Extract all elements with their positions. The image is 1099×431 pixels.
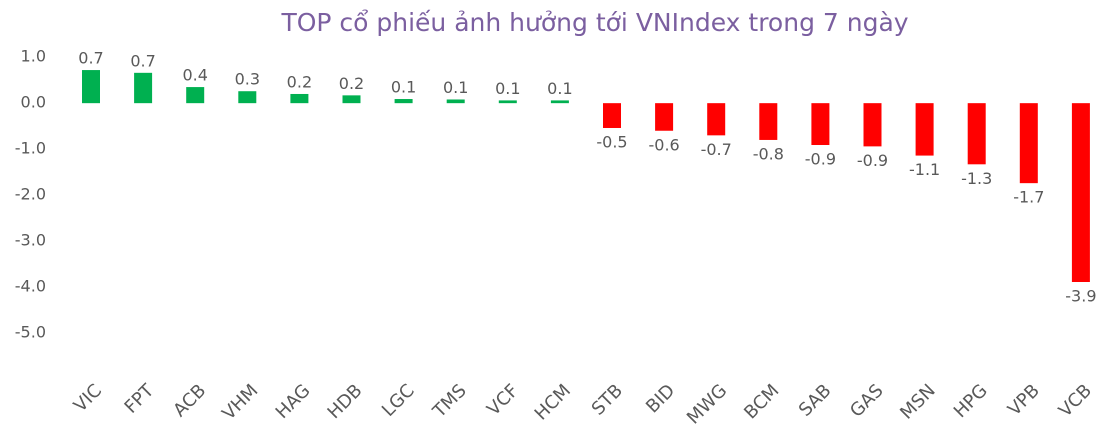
bar (446, 99, 465, 104)
value-label: 0.1 (547, 79, 572, 98)
value-label: -1.7 (1013, 188, 1044, 207)
bar (707, 103, 726, 136)
bar (186, 87, 205, 104)
x-tick-label: HDB (324, 380, 367, 423)
value-label: 0.1 (391, 78, 416, 97)
x-tick-label: VCB (1055, 380, 1096, 421)
value-label: 0.3 (235, 70, 260, 89)
value-label: -0.6 (648, 135, 679, 154)
bar (759, 103, 778, 140)
x-tick-label: BID (642, 380, 679, 417)
bar (915, 103, 934, 156)
y-tick-label: -5.0 (15, 323, 46, 342)
x-tick-label: BCM (740, 380, 783, 423)
chart-title: TOP cổ phiếu ảnh hưởng tới VNIndex trong… (280, 8, 908, 37)
x-tick-label: HCM (531, 380, 575, 424)
y-tick-label: 1.0 (21, 47, 46, 66)
x-tick-label: MSN (896, 380, 939, 423)
y-tick-label: -3.0 (15, 231, 46, 250)
bar (655, 103, 674, 131)
x-tick-label: VCF (483, 380, 523, 420)
y-tick-label: -4.0 (15, 277, 46, 296)
value-label: 0.7 (78, 49, 103, 68)
value-label: -0.9 (857, 151, 888, 170)
bar (394, 99, 413, 104)
bar (342, 95, 361, 104)
bar (811, 103, 830, 146)
value-label: 0.7 (130, 51, 155, 70)
bar (967, 103, 986, 165)
y-tick-label: 0.0 (21, 93, 46, 112)
bar (863, 103, 882, 147)
bar (1019, 103, 1038, 184)
value-label: 0.2 (339, 74, 364, 93)
x-tick-label: VPB (1004, 380, 1044, 420)
x-tick-label: VHM (218, 380, 262, 424)
y-tick-label: -2.0 (15, 185, 46, 204)
x-tick-label: FPT (121, 380, 159, 418)
x-tick-label: GAS (846, 380, 887, 421)
value-label: -3.9 (1065, 286, 1096, 305)
x-tick-label: HAG (272, 380, 315, 423)
bar (1071, 103, 1090, 282)
x-tick-label: HPG (950, 380, 992, 422)
value-label: -1.3 (961, 169, 992, 188)
bar (290, 93, 309, 104)
x-tick-label: VIC (70, 380, 106, 416)
bar (134, 72, 153, 104)
value-label: 0.1 (495, 79, 520, 98)
x-tick-label: ACB (169, 380, 210, 421)
value-label: -0.9 (805, 150, 836, 169)
x-tick-label: TMS (428, 380, 470, 422)
x-tick-label: SAB (795, 380, 836, 421)
value-label: 0.2 (287, 72, 312, 91)
value-label: 0.4 (182, 66, 207, 85)
value-label: -1.1 (909, 160, 940, 179)
x-tick-label: STB (588, 380, 627, 419)
value-label: 0.1 (443, 78, 468, 97)
bar (498, 100, 517, 104)
x-tick-label: MWG (683, 380, 731, 428)
value-label: -0.5 (596, 132, 627, 151)
bar (603, 103, 621, 128)
x-tick-label: LGC (378, 380, 419, 421)
bar (550, 100, 569, 104)
value-label: -0.8 (753, 144, 784, 163)
bar (238, 91, 257, 104)
y-tick-label: -1.0 (15, 139, 46, 158)
bar (82, 70, 100, 104)
value-label: -0.7 (701, 140, 732, 159)
